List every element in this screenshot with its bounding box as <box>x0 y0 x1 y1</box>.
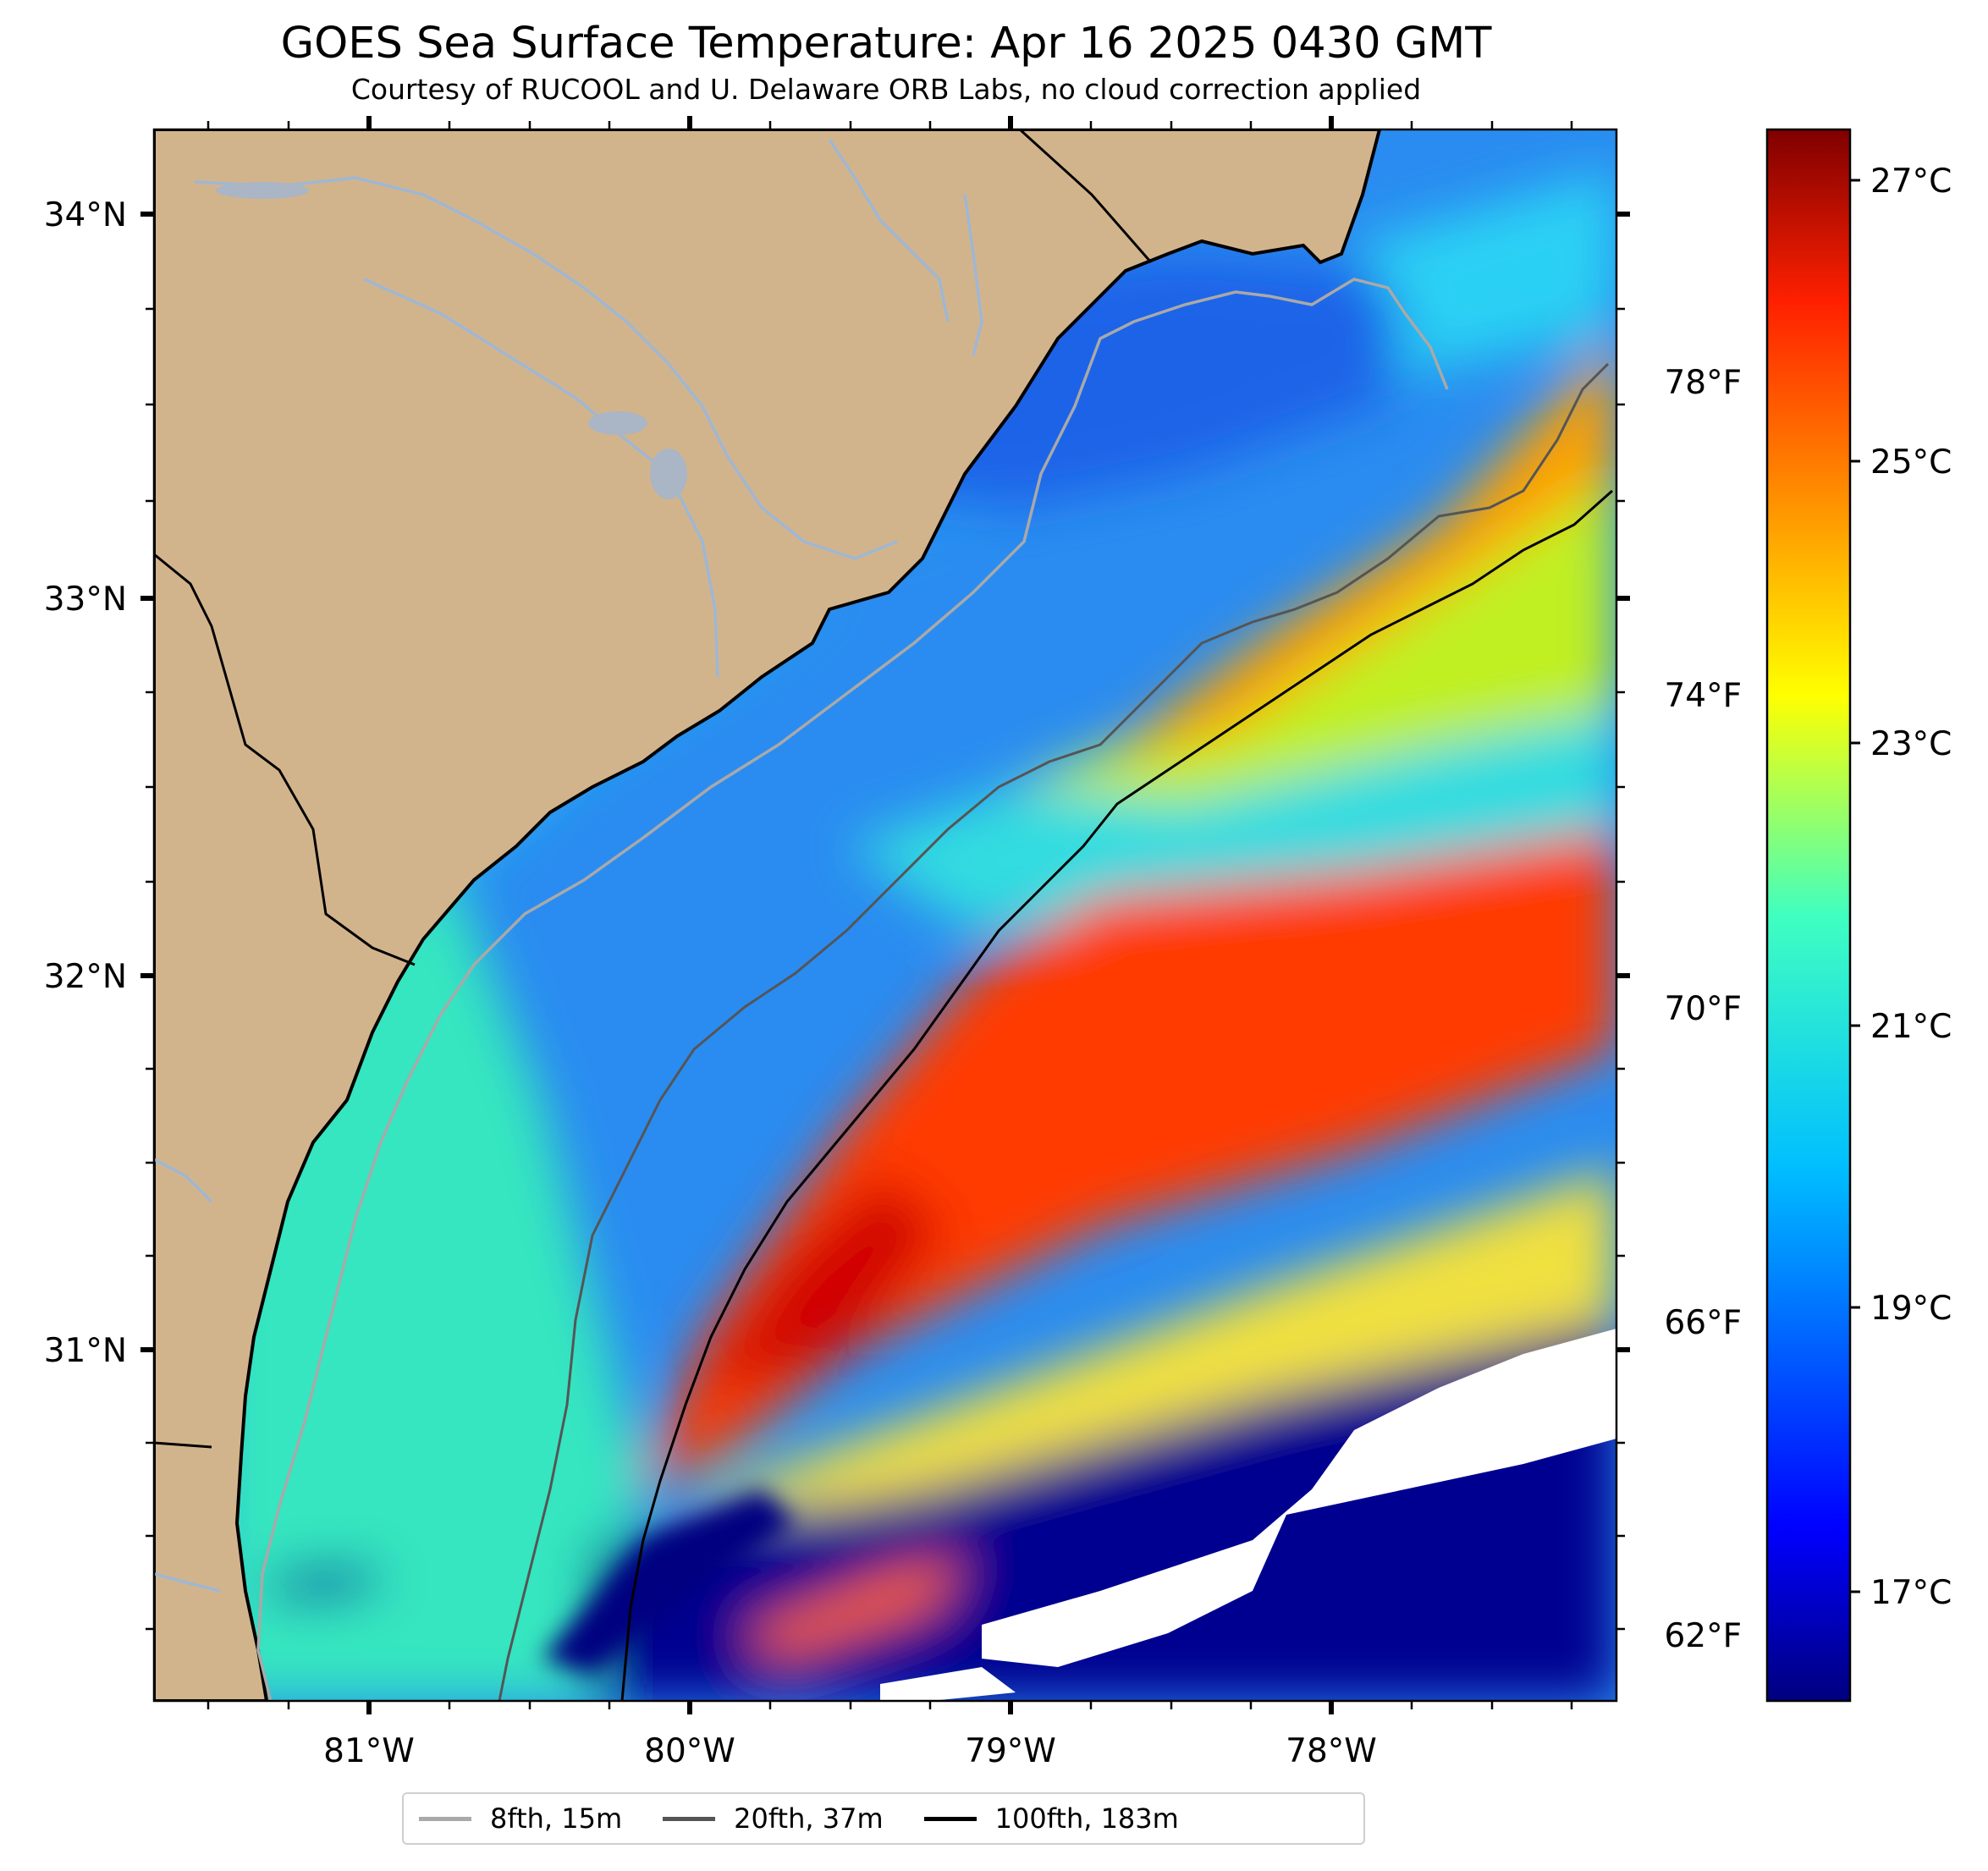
legend-label-8fth: 8fth, 15m <box>490 1802 623 1835</box>
map-subtitle: Courtesy of RUCOOL and U. Delaware ORB L… <box>350 73 1422 106</box>
map-title: GOES Sea Surface Temperature: Apr 16 202… <box>280 19 1492 69</box>
contour-20fth <box>498 362 1610 1701</box>
lakes <box>216 182 687 499</box>
legend-swatch-8fth <box>419 1816 471 1821</box>
fahrenheit-label-66: 66°F <box>1664 1304 1742 1342</box>
state-boundaries <box>154 129 1153 1449</box>
legend-swatch-100fth <box>923 1816 977 1821</box>
lon-label-80w: 80°W <box>644 1732 735 1770</box>
celsius-label-23: 23°C <box>1870 725 1952 763</box>
lat-ticks <box>140 212 1630 1352</box>
legend-label-100fth: 100fth, 183m <box>994 1802 1179 1835</box>
fahrenheit-label-62: 62°F <box>1664 1617 1742 1655</box>
lat-label-32n: 32°N <box>44 958 127 996</box>
bathymetry-legend: 8fth, 15m 20fth, 37m 100fth, 183m <box>402 1792 1365 1845</box>
legend-label-20fth: 20fth, 37m <box>734 1802 884 1835</box>
no-data-cloud <box>880 1329 1616 1701</box>
fahrenheit-label-70: 70°F <box>1664 990 1742 1028</box>
celsius-label-27: 27°C <box>1870 162 1952 201</box>
colorbar-celsius-ticks <box>1850 179 1860 1593</box>
lon-ticks <box>366 116 1334 1714</box>
lat-label-34n: 34°N <box>44 196 127 234</box>
cold-band <box>542 1489 796 1676</box>
fahrenheit-label-74: 74°F <box>1664 677 1742 715</box>
contour-8fth <box>256 278 1449 1701</box>
lat-label-33n: 33°N <box>44 581 127 619</box>
land-mass <box>154 129 1382 1701</box>
rivers <box>154 139 983 1593</box>
lon-label-81w: 81°W <box>323 1732 415 1770</box>
lat-label-31n: 31°N <box>44 1332 127 1370</box>
colorbar <box>1765 128 1852 1703</box>
lon-label-79w: 79°W <box>965 1732 1056 1770</box>
lon-label-78w: 78°W <box>1286 1732 1377 1770</box>
celsius-label-25: 25°C <box>1870 443 1952 482</box>
lat-minor-ticks <box>146 307 1625 1631</box>
celsius-label-17: 17°C <box>1870 1574 1952 1612</box>
legend-item-8fth: 8fth, 15m <box>419 1802 622 1835</box>
legend-item-20fth: 20fth, 37m <box>663 1802 884 1835</box>
legend-item-100fth: 100fth, 183m <box>923 1802 1179 1835</box>
lon-minor-ticks <box>207 121 1573 1709</box>
contour-100fth <box>620 489 1613 1701</box>
map-frame <box>152 128 1618 1703</box>
legend-swatch-20fth <box>663 1816 716 1821</box>
celsius-label-19: 19°C <box>1870 1290 1952 1328</box>
fahrenheit-label-78: 78°F <box>1664 364 1742 402</box>
celsius-label-21: 21°C <box>1870 1008 1952 1046</box>
